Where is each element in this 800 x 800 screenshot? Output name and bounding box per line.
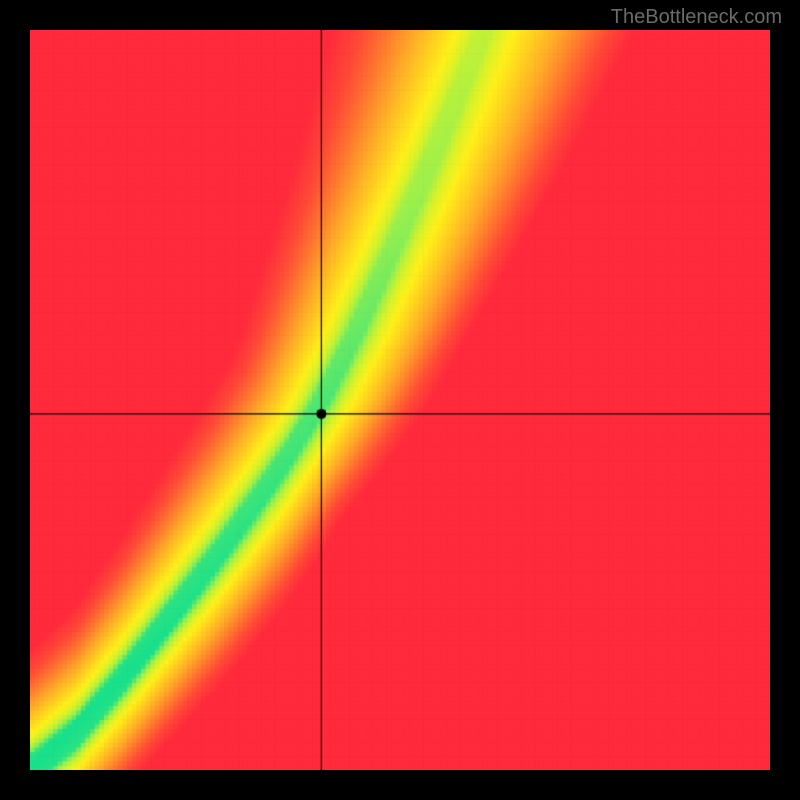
watermark-text: TheBottleneck.com: [611, 6, 782, 29]
heatmap-plot: [30, 30, 770, 770]
heatmap-canvas: [30, 30, 770, 770]
chart-container: TheBottleneck.com: [0, 0, 800, 800]
